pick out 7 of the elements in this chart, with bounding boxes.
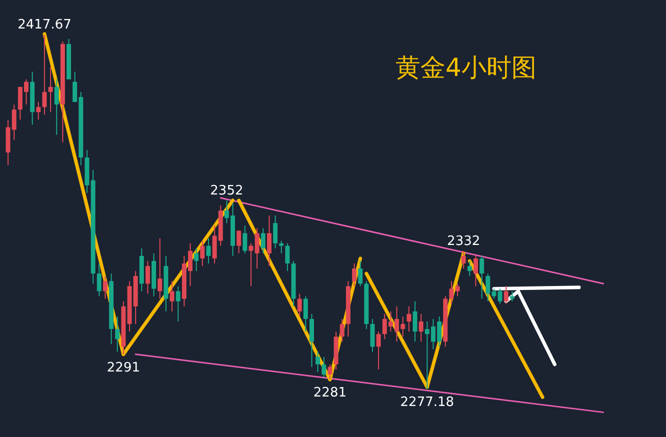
annotation: 2352 bbox=[210, 183, 244, 198]
annotation: 2277.18 bbox=[400, 395, 454, 410]
annotation: 2417.67 bbox=[18, 18, 72, 33]
text: 黄金4小时图 bbox=[396, 53, 536, 82]
annotation: 2281 bbox=[313, 386, 347, 401]
annotation: 2332 bbox=[447, 234, 480, 249]
annotation: 2291 bbox=[106, 360, 140, 376]
